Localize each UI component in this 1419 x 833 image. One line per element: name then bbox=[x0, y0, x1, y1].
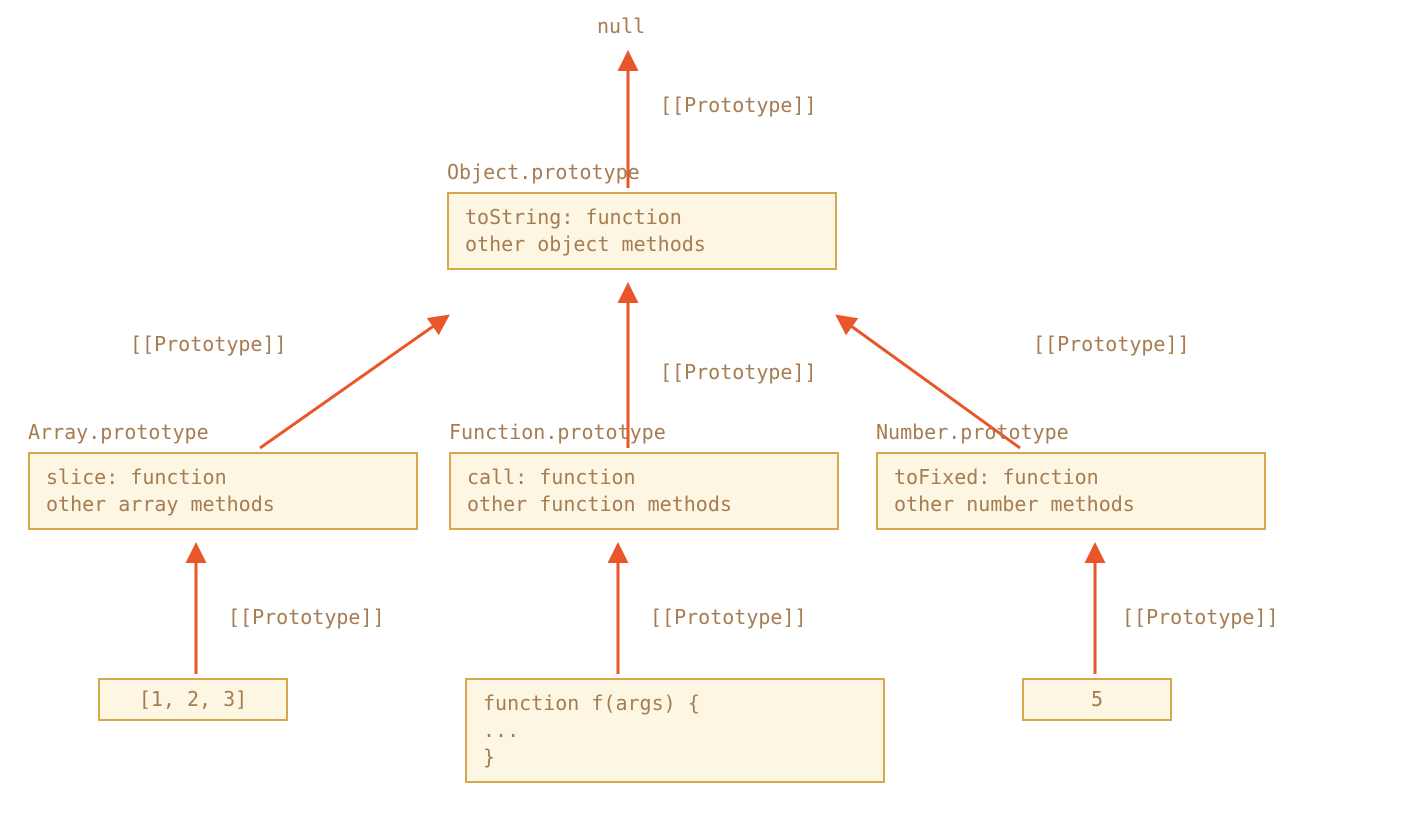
number-prototype-box: toFixed: function other number methods bbox=[876, 452, 1266, 530]
array-instance-box: [1, 2, 3] bbox=[98, 678, 288, 721]
edge-label: [[Prototype]] bbox=[228, 605, 385, 629]
array-prototype-title: Array.prototype bbox=[28, 420, 209, 444]
function-prototype-box: call: function other function methods bbox=[449, 452, 839, 530]
number-prototype-title: Number.prototype bbox=[876, 420, 1069, 444]
array-prototype-box: slice: function other array methods bbox=[28, 452, 418, 530]
function-prototype-title: Function.prototype bbox=[449, 420, 666, 444]
edge-label: [[Prototype]] bbox=[1122, 605, 1279, 629]
object-prototype-title: Object.prototype bbox=[447, 160, 640, 184]
object-prototype-box: toString: function other object methods bbox=[447, 192, 837, 270]
function-instance-box: function f(args) { ... } bbox=[465, 678, 885, 783]
edge-label: [[Prototype]] bbox=[650, 605, 807, 629]
number-instance-box: 5 bbox=[1022, 678, 1172, 721]
edge-label: [[Prototype]] bbox=[660, 93, 817, 117]
edge-label: [[Prototype]] bbox=[660, 360, 817, 384]
edge-label: [[Prototype]] bbox=[130, 332, 287, 356]
null-label: null bbox=[597, 14, 645, 38]
edge-label: [[Prototype]] bbox=[1033, 332, 1190, 356]
arrow-arr-to-obj bbox=[260, 318, 445, 448]
prototype-chain-diagram: null Object.prototype toString: function… bbox=[0, 0, 1419, 833]
